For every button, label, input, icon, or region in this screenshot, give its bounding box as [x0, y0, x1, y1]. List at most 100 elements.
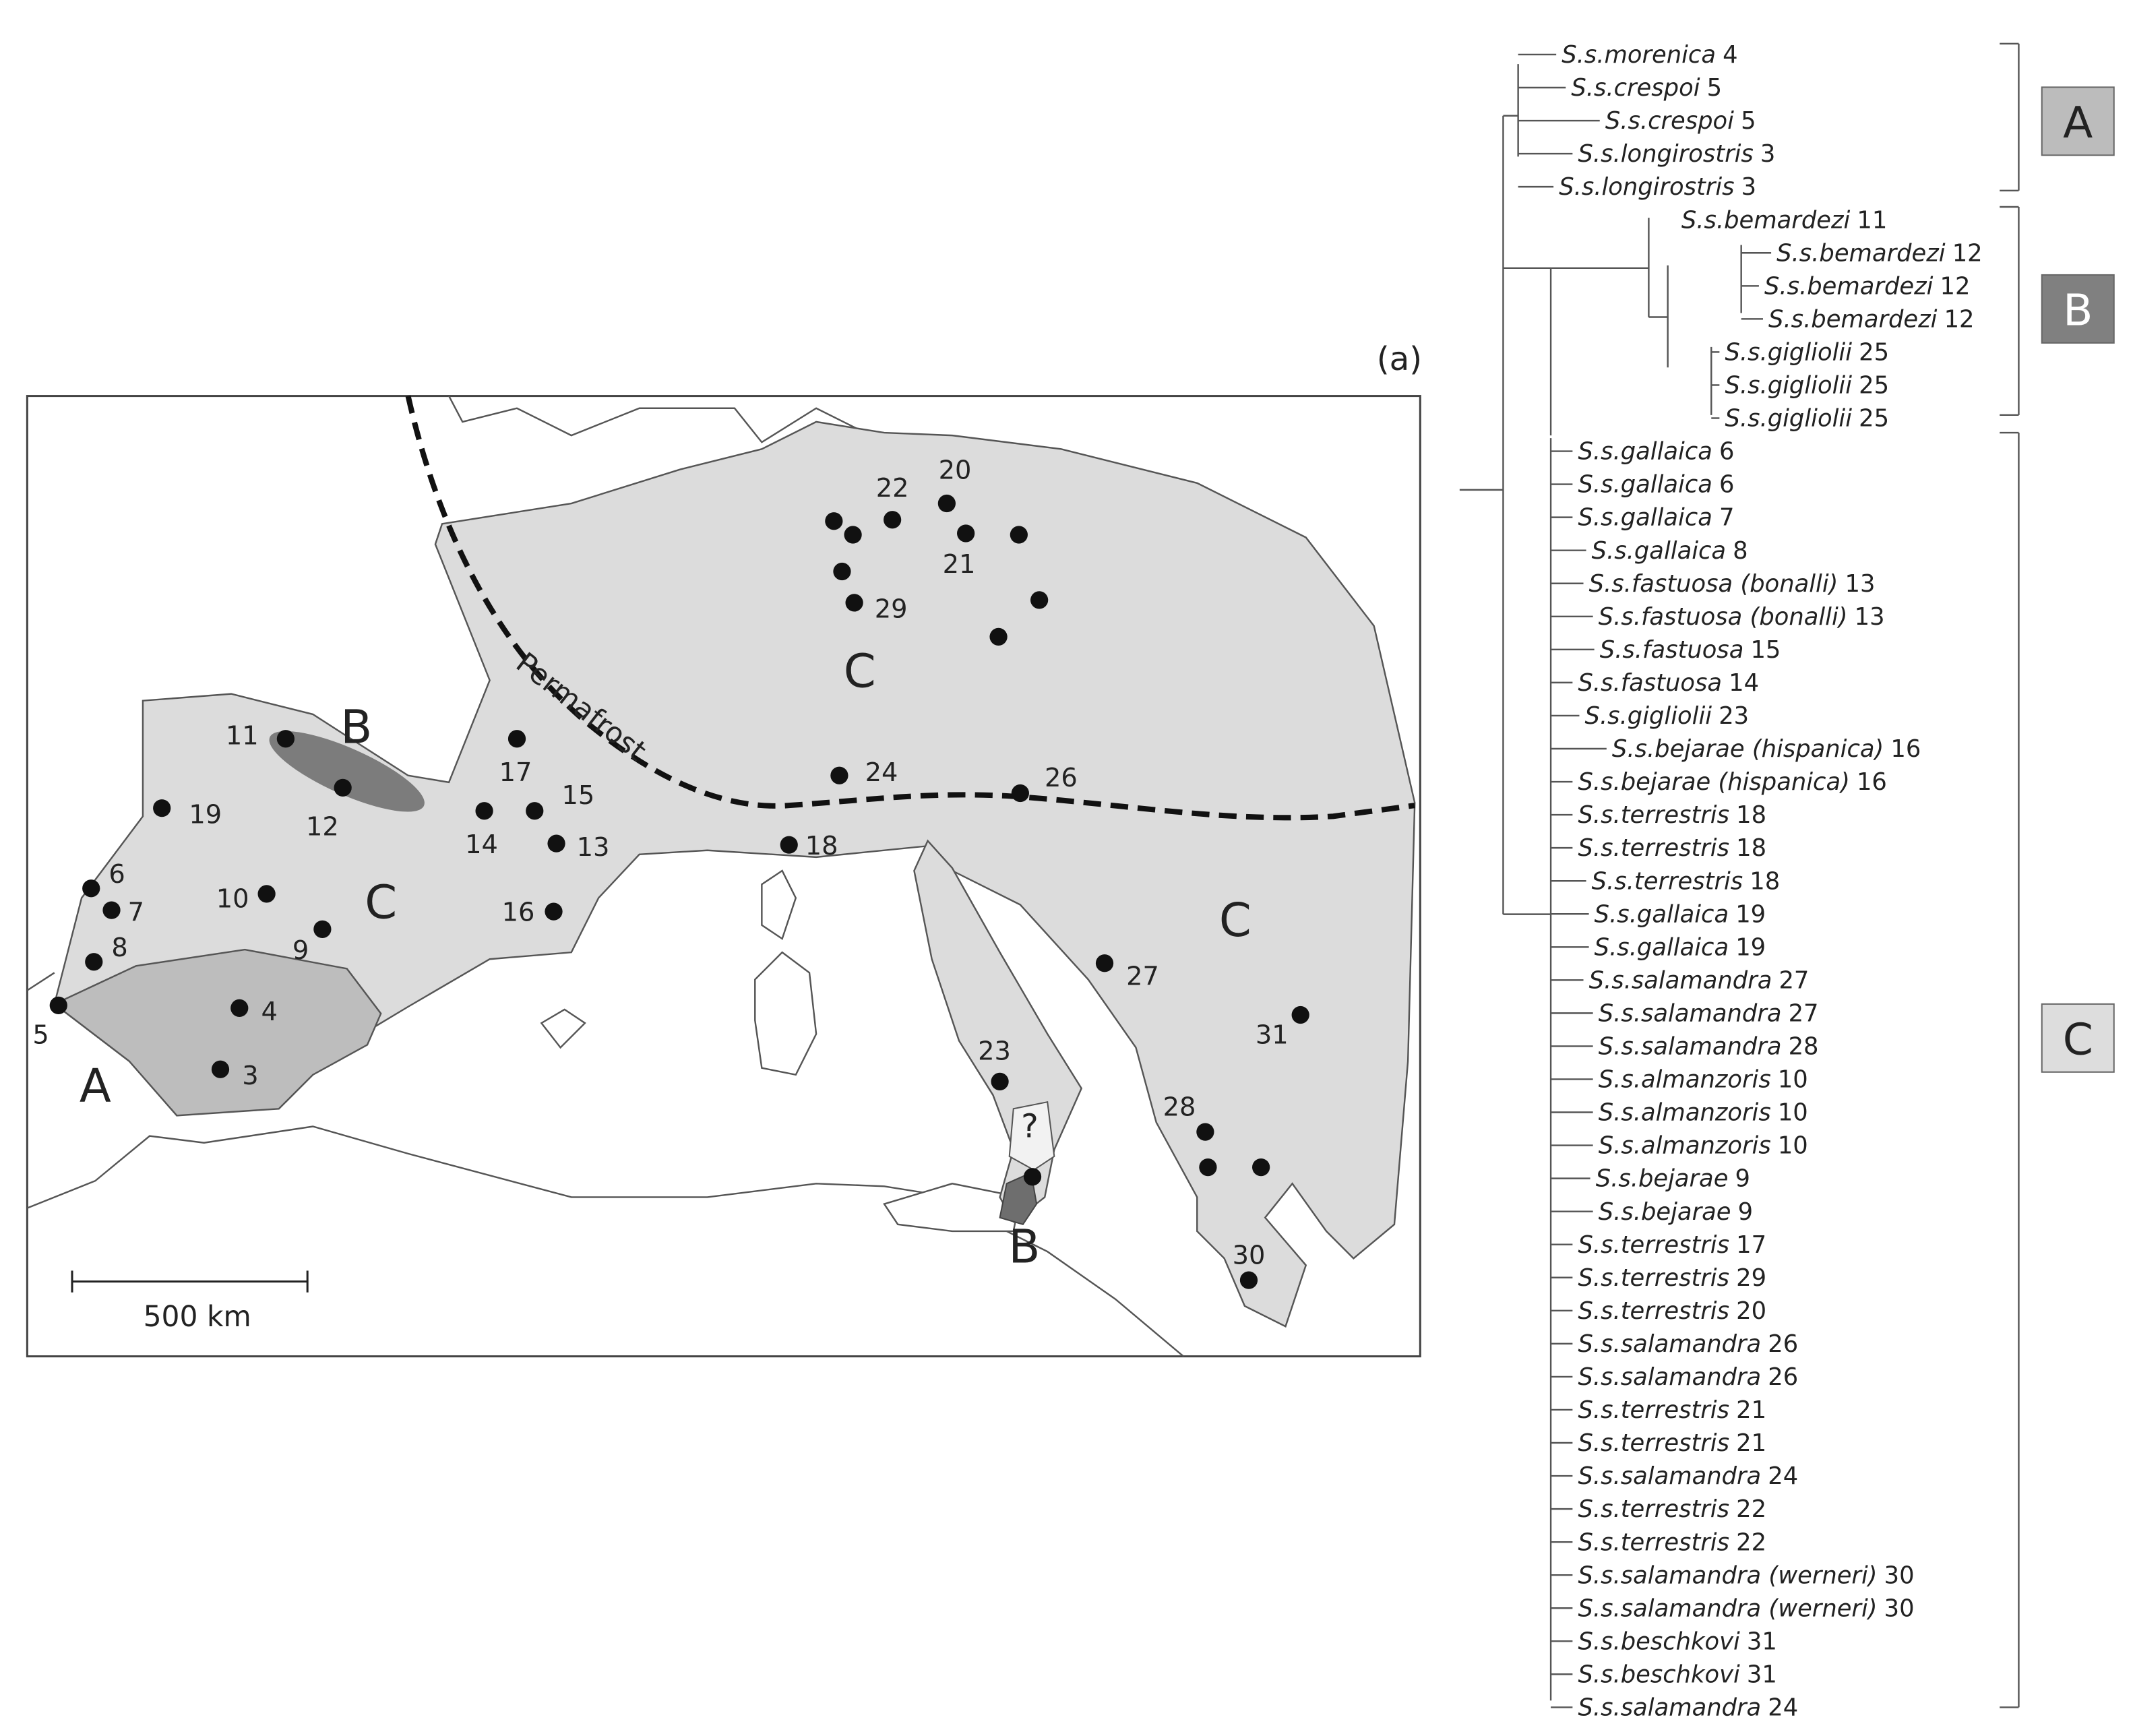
leaf-label: S.s.gallaica 8	[1592, 537, 1748, 565]
leaf-label: S.s.terrestris 21	[1578, 1429, 1766, 1457]
site-dot	[257, 885, 276, 903]
leaf-site: 17	[1736, 1231, 1766, 1259]
site-dot	[1095, 954, 1114, 972]
site-dot	[833, 562, 851, 581]
leaf-label: S.s.salamandra 27	[1589, 966, 1810, 994]
leaf-site: 18	[1736, 801, 1766, 829]
site-label: 6	[109, 859, 125, 890]
leaf-label: S.s.salamandra 28	[1599, 1033, 1819, 1061]
site-dot	[830, 766, 848, 784]
site-label: 13	[577, 832, 610, 863]
leaf-name: S.s.terrestris	[1578, 801, 1729, 829]
site-label: 21	[943, 549, 976, 580]
site-label: 5	[32, 1020, 49, 1050]
leaf-name: S.s.salamandra	[1599, 1033, 1782, 1061]
site-dot	[1010, 526, 1028, 544]
leaf-name: S.s.salamandra	[1599, 999, 1782, 1027]
leaf-label: S.s.almanzoris 10	[1599, 1066, 1808, 1094]
leaf-site: 13	[1855, 603, 1885, 631]
leaf-name: S.s.almanzoris	[1599, 1132, 1771, 1160]
site-label: 3	[242, 1061, 258, 1091]
site-dot	[49, 996, 67, 1014]
leaf-label: S.s.salamandra 27	[1599, 999, 1819, 1027]
leaf-label: S.s.gigliolii 23	[1585, 702, 1750, 730]
site-label: 9	[292, 935, 309, 966]
leaf-label: S.s.morenica 4	[1562, 41, 1737, 69]
leaf-site: 16	[1857, 768, 1887, 796]
leaf-label: S.s.terrestris 22	[1578, 1495, 1766, 1523]
site-dot	[1291, 1005, 1309, 1024]
site-dot	[884, 511, 902, 529]
leaf-name: S.s.crespoi	[1571, 74, 1700, 102]
leaf-label: S.s.bejarae 9	[1596, 1165, 1750, 1193]
coastline	[26, 1125, 1184, 1357]
leaf-site: 23	[1719, 702, 1749, 730]
leaf-name: S.s.bemardezi	[1768, 305, 1938, 333]
uncertain-area	[1008, 1100, 1055, 1171]
site-label: 29	[875, 594, 908, 625]
site-label: 8	[111, 933, 127, 963]
island	[754, 951, 817, 1076]
site-dot	[825, 512, 843, 530]
site-dot	[334, 778, 352, 797]
site-label: 26	[1045, 763, 1078, 793]
leaf-label: S.s.beschkovi 31	[1578, 1628, 1776, 1655]
leaf-label: S.s.bemardezi 11	[1681, 206, 1887, 234]
leaf-name: S.s.gigliolii	[1585, 702, 1712, 730]
site-dot	[1199, 1158, 1217, 1177]
leaf-site: 30	[1884, 1594, 1915, 1622]
site-dot	[313, 920, 332, 938]
site-label: 23	[978, 1036, 1011, 1067]
leaf-site: 19	[1735, 933, 1766, 961]
leaf-name: S.s.terrestris	[1578, 1495, 1729, 1523]
leaf-name: S.s.longirostris	[1578, 140, 1753, 168]
leaf-name: S.s.gallaica	[1595, 933, 1729, 961]
site-dot	[780, 836, 798, 854]
leaf-site: 22	[1736, 1495, 1766, 1523]
leaf-name: S.s.salamandra (werneri)	[1578, 1594, 1877, 1622]
leaf-label: S.s.terrestris 22	[1578, 1528, 1766, 1556]
leaf-site: 11	[1857, 206, 1887, 234]
coastline	[26, 972, 55, 991]
leaf-name: S.s.salamandra	[1578, 1462, 1761, 1490]
leaf-site: 30	[1884, 1561, 1915, 1589]
leaf-site: 25	[1859, 338, 1889, 366]
leaf-site: 12	[1940, 272, 1971, 300]
leaf-label: S.s.bemardezi 12	[1776, 239, 1982, 267]
leaf-name: S.s.almanzoris	[1599, 1066, 1771, 1094]
region-b-area	[269, 731, 425, 812]
site-label: 14	[465, 830, 498, 860]
leaf-label: S.s.longirostris 3	[1559, 173, 1756, 201]
region-a-area	[53, 948, 382, 1117]
leaf-site: 26	[1768, 1363, 1798, 1391]
leaf-name: S.s.salamandra	[1578, 1363, 1761, 1391]
leaf-name: S.s.gallaica	[1592, 537, 1726, 565]
leaf-site: 22	[1736, 1528, 1766, 1556]
clade-box	[2041, 1003, 2115, 1073]
leaf-name: S.s.fastuosa (bonalli)	[1589, 570, 1838, 598]
leaf-name: S.s.terrestris	[1578, 1528, 1729, 1556]
permafrost-line	[405, 395, 1415, 821]
region-label: C	[1219, 894, 1251, 948]
leaf-label: S.s.beschkovi 31	[1578, 1661, 1776, 1688]
leaf-name: S.s.bemardezi	[1681, 206, 1851, 234]
leaf-name: S.s.bejarae	[1599, 1198, 1731, 1226]
panel-label: (a)	[1377, 340, 1422, 378]
leaf-name: S.s.salamandra (werneri)	[1578, 1561, 1877, 1589]
leaf-label: S.s.terrestris 17	[1578, 1231, 1766, 1259]
region-label: B	[1008, 1220, 1040, 1274]
leaf-site: 10	[1778, 1099, 1808, 1127]
site-label: 17	[499, 757, 532, 788]
leaf-site: 31	[1747, 1661, 1777, 1688]
island	[761, 869, 797, 940]
clade-label: B	[2063, 286, 2093, 336]
leaf-name: S.s.bemardezi	[1764, 272, 1934, 300]
leaf-site: 6	[1719, 471, 1734, 499]
site-dot	[1030, 591, 1049, 609]
leaf-label: S.s.fastuosa 15	[1600, 636, 1781, 664]
clade-label: A	[2063, 98, 2093, 148]
site-dot	[845, 594, 863, 612]
leaf-site: 15	[1750, 636, 1781, 664]
site-dot	[991, 1072, 1009, 1091]
